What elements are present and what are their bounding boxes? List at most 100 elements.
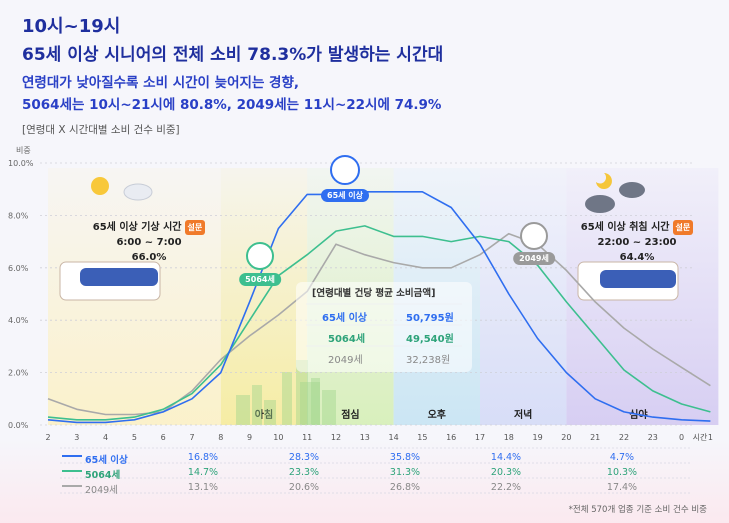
series-line-senior [47,191,711,424]
y-tick-label: 2.0% [8,369,29,378]
table-cell-senior-lunch: 28.3% [288,452,320,463]
avatar-tag-senior: 65세 이상 [321,189,369,202]
period-label: 아침 [255,408,273,421]
city-building [252,385,262,425]
table-cell-senior-evening: 14.4% [490,452,522,463]
series-line-mid [47,225,711,421]
x-tick-label: 1 [708,433,713,442]
x-tick-label: 14 [389,433,399,442]
wake-pct: 66.0% [131,252,167,263]
city-building [322,390,336,425]
y-tick-label: 10.0% [8,159,34,168]
table-cell-senior-morning: 16.8% [187,452,219,463]
table-cell-young-lunch: 20.6% [288,482,320,493]
wake-callout: 65세 이상 기상 시간 설문 6:00 ~ 7:00 66.0% [84,220,214,265]
sun-icon [91,177,109,195]
summary-box [296,282,472,372]
x-tick-label: 2 [45,433,50,442]
table-cell-young-afternoon: 26.8% [389,482,421,493]
x-tick-label: 13 [360,433,370,442]
summary-senior-name: 65세 이상 [322,313,367,324]
x-tick-label: 15 [417,433,427,442]
x-tick-label: 12 [331,433,341,442]
avatar-senior [330,155,360,185]
sleep-callout: 65세 이상 취침 시간 설문 22:00 ~ 23:00 64.4% [567,220,707,265]
x-tick-label: 19 [533,433,543,442]
avatar-tag-young: 2049세 [513,252,555,265]
y-tick-label: 6.0% [8,264,29,273]
x-tick-label: 9 [247,433,252,442]
x-tick-label: 0 [679,433,684,442]
summary-title: [연령대별 건당 평균 소비금액] [312,288,436,299]
wake-title: 65세 이상 기상 시간 [92,222,182,233]
summary-young-name: 2049세 [328,355,363,366]
table-cell-mid-afternoon: 31.3% [389,467,421,478]
subheadline-2: 5064세는 10시~21시에 80.8%, 2049세는 11시~22시에 7… [22,97,442,113]
avatar-young [520,222,548,250]
y-tick-label: 4.0% [8,316,29,325]
wake-time: 6:00 ~ 7:00 [116,237,182,248]
table-cell-senior-afternoon: 35.8% [389,452,421,463]
x-tick-label: 23 [648,433,658,442]
summary-young-value: 32,238원 [406,355,451,366]
footnote: *전체 570개 업종 기준 소비 건수 비중 [568,505,707,515]
x-axis-title: 시간 [693,432,708,442]
y-axis-title: 비중 [16,146,31,155]
y-tick-label: 0.0% [8,421,29,430]
table-cell-young-night: 17.4% [606,482,638,493]
table-cell-young-evening: 22.2% [490,482,522,493]
x-tick-label: 22 [619,433,629,442]
city-building [311,378,320,425]
sleep-survey-badge: 설문 [672,220,694,235]
city-building [264,400,276,425]
x-tick-label: 20 [561,433,571,442]
headline-time-range: 10시~19시 [22,16,121,37]
table-cell-mid-lunch: 23.3% [288,467,320,478]
blanket-icon [80,268,158,286]
period-label: 오후 [428,408,446,421]
sleep-pct: 64.4% [619,252,655,263]
wake-survey-badge: 설문 [184,220,206,235]
table-cell-senior-night: 4.7% [609,452,635,463]
city-building [296,360,308,425]
x-tick-label: 21 [590,433,600,442]
table-cell-mid-night: 10.3% [606,467,638,478]
table-row-label-mid: 5064세 [85,470,121,481]
x-tick-label: 18 [504,433,514,442]
table-row-label-senior: 65세 이상 [85,455,128,466]
summary-mid-value: 49,540원 [406,334,454,345]
x-tick-label: 6 [161,433,166,442]
x-tick-label: 17 [475,433,485,442]
series-line-young [47,232,711,416]
x-tick-label: 11 [302,433,312,442]
city-building [282,372,292,425]
table-cell-young-morning: 13.1% [187,482,219,493]
city-building [300,382,320,425]
subheadline-1: 연령대가 낮아질수록 소비 시간이 늦어지는 경향, [22,75,300,91]
x-tick-label: 7 [189,433,194,442]
table-cell-mid-evening: 20.3% [490,467,522,478]
city-building [236,395,250,425]
summary-mid-name: 5064세 [328,334,366,345]
cloud-icon [619,182,645,198]
sleep-title: 65세 이상 취침 시간 [580,222,670,233]
x-tick-label: 8 [218,433,223,442]
y-tick-label: 8.0% [8,211,29,220]
table-row-label-young: 2049세 [85,485,118,496]
summary-senior-value: 50,795원 [406,313,454,324]
x-tick-label: 3 [74,433,79,442]
period-label: 저녁 [514,408,532,421]
x-tick-label: 5 [132,433,137,442]
x-tick-label: 16 [446,433,456,442]
x-tick-label: 10 [273,433,283,442]
table-cell-mid-morning: 14.7% [187,467,219,478]
moon-icon [596,173,612,189]
cloud-icon [585,195,615,213]
chart-title: [연령대 X 시간대별 소비 건수 비중] [22,124,180,136]
avatar-mid [246,242,274,270]
blanket-icon [600,270,676,288]
avatar-tag-mid: 5064세 [239,273,281,286]
period-label: 점심 [341,408,359,421]
headline-main: 65세 이상 시니어의 전체 소비 78.3%가 발생하는 시간대 [22,45,444,65]
